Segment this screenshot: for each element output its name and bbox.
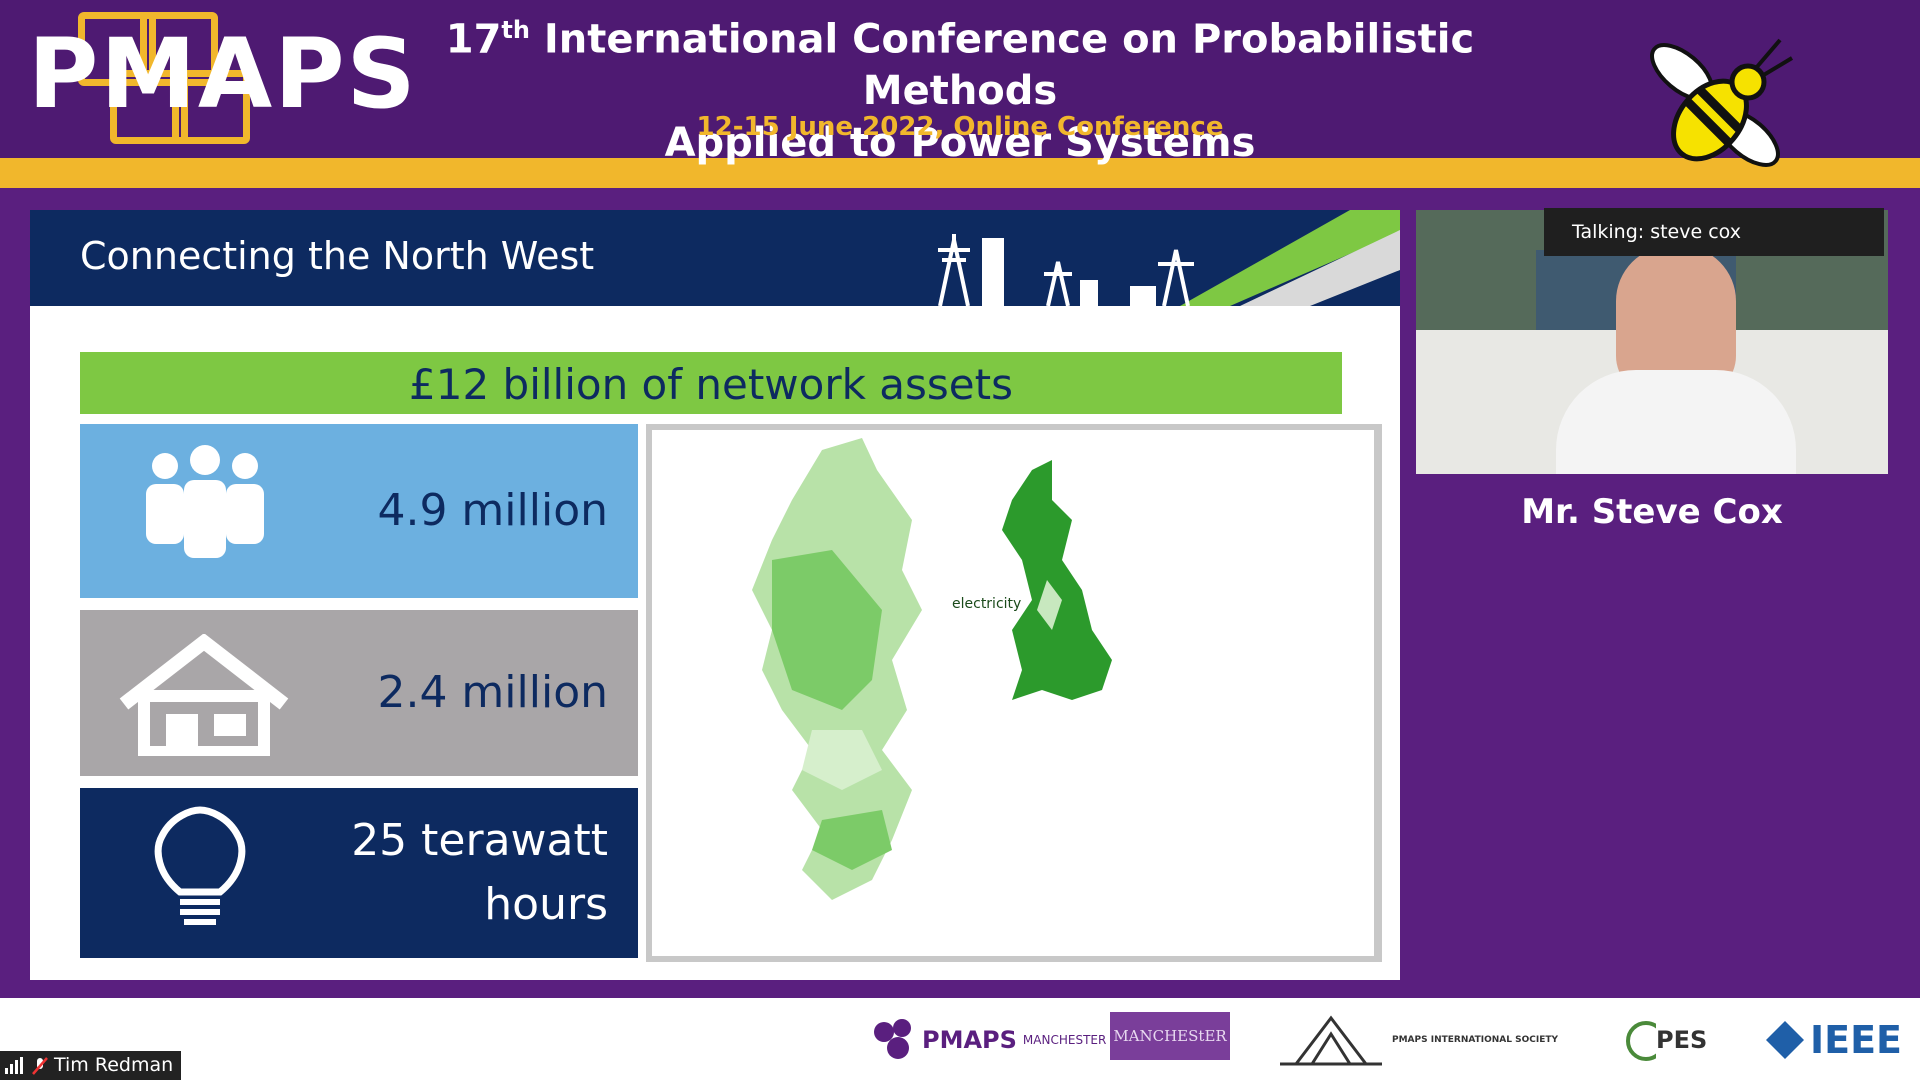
sponsor-footer xyxy=(0,998,1920,1080)
ieee-logo: IEEE xyxy=(1764,1010,1902,1070)
homes-value: 2.4 million xyxy=(377,667,608,718)
conference-title: 17th International Conference on Probabi… xyxy=(400,4,1520,169)
talking-indicator: Talking: steve cox xyxy=(1544,208,1884,256)
signal-bars-icon xyxy=(5,1056,23,1074)
energy-value-line2: hours xyxy=(484,879,608,930)
title-line1: International Conference on Probabilisti… xyxy=(529,16,1475,115)
gold-stripe xyxy=(0,158,1920,188)
manchester-logo: MANCHEStER xyxy=(1110,1012,1230,1060)
map-logo-text: electricity xyxy=(952,596,1021,612)
pmaps-society-logo: PMAPS INTERNATIONAL SOCIETY xyxy=(1276,1010,1558,1070)
title-ordinal-suffix: th xyxy=(501,16,530,44)
customers-stat: 4.9 million xyxy=(80,424,638,598)
hexagon-shape xyxy=(140,12,218,86)
title-line2: Applied to Power Systems xyxy=(664,120,1256,167)
muted-mic-icon xyxy=(32,1056,48,1075)
arches-icon xyxy=(1280,1015,1382,1066)
slide-header: Connecting the North West xyxy=(30,210,1400,306)
presentation-slide: Connecting the North West £12 billion of… xyxy=(30,210,1400,980)
homes-stat: 2.4 million xyxy=(80,610,638,776)
ieee-pes-logo: PES xyxy=(1626,1010,1707,1070)
hexagon-shape xyxy=(78,12,156,86)
participant-name-tag[interactable]: Tim Redman xyxy=(0,1051,182,1080)
globe-icon xyxy=(1626,1021,1656,1061)
participant-name: Tim Redman xyxy=(54,1054,174,1076)
diamond-icon xyxy=(1766,1021,1804,1059)
hexagon-shape xyxy=(110,70,188,144)
hexagons-icon xyxy=(874,1019,911,1059)
speaker-name: Mr. Steve Cox xyxy=(1521,492,1783,532)
pes-text: PES xyxy=(1656,1026,1708,1054)
house-icon xyxy=(119,634,289,756)
manchester-logo-text: MANCHEStER xyxy=(1113,1027,1227,1045)
slide-title: Connecting the North West xyxy=(80,234,595,278)
region-map: electricity xyxy=(646,424,1382,962)
pylons-skyline-icon xyxy=(938,210,1400,306)
energy-stat: 25 terawatt hours xyxy=(80,788,638,958)
pmaps-footer-text: PMAPS xyxy=(922,1026,1017,1054)
pmaps-footer-logo: PMAPS MANCHESTER 2022 xyxy=(872,1010,1141,1070)
bee-icon xyxy=(1650,38,1794,167)
lightbulb-icon xyxy=(154,806,246,925)
energy-value-line1: 25 terawatt xyxy=(351,815,608,866)
people-icon xyxy=(146,445,264,558)
customers-value: 4.9 million xyxy=(377,485,608,536)
conference-banner xyxy=(0,0,1920,158)
hexagon-shape xyxy=(172,70,250,144)
title-ordinal: 17 xyxy=(445,16,502,63)
ieee-text: IEEE xyxy=(1810,1018,1903,1062)
pmaps-society-text: PMAPS INTERNATIONAL SOCIETY xyxy=(1392,1035,1559,1045)
assets-banner: £12 billion of network assets xyxy=(80,352,1342,414)
logo-text: PMAPS xyxy=(28,18,418,130)
map-graphic: electricity xyxy=(752,438,1112,900)
conference-subtitle: 12-15 June 2022, Online Conference xyxy=(696,112,1224,142)
